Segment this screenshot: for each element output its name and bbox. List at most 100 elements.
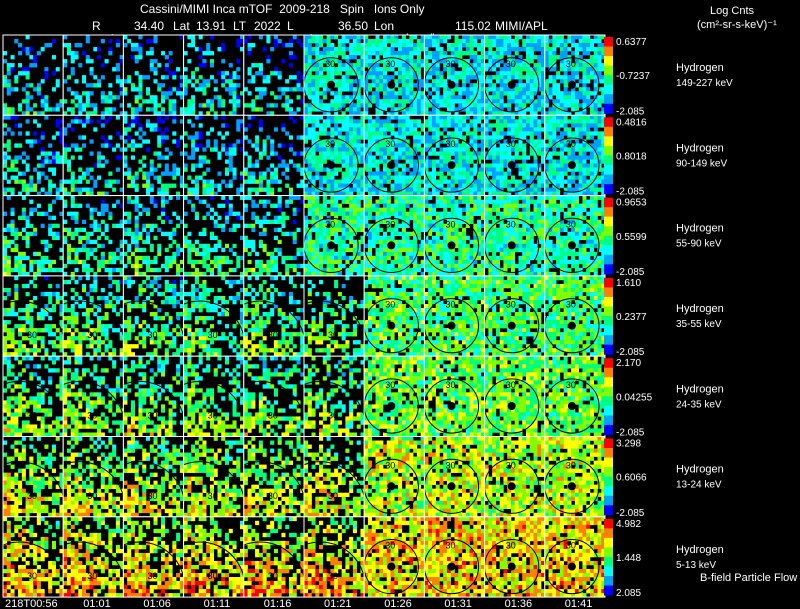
- image-pixel: [597, 59, 602, 64]
- image-pixel: [383, 103, 388, 108]
- image-pixel: [326, 87, 331, 92]
- image-pixel: [582, 191, 587, 196]
- image-pixel: [495, 171, 500, 176]
- image-pixel: [123, 155, 128, 160]
- image-pixel: [315, 115, 320, 120]
- image-pixel: [492, 107, 497, 112]
- image-pixel: [161, 155, 166, 160]
- image-pixel: [273, 227, 278, 233]
- image-pixel: [21, 263, 26, 269]
- image-pixel: [371, 83, 376, 88]
- image-pixel: [198, 175, 203, 180]
- image-pixel: [224, 71, 230, 76]
- image-pixel: [462, 123, 467, 128]
- image-pixel: [352, 39, 357, 44]
- image-pixel: [398, 215, 403, 220]
- image-pixel: [514, 63, 519, 68]
- image-pixel: [597, 187, 602, 192]
- image-pixel: [55, 67, 60, 72]
- image-pixel: [145, 231, 151, 237]
- image-pixel: [507, 95, 512, 100]
- image-pixel: [559, 51, 564, 56]
- image-pixel: [473, 67, 478, 72]
- image-pixel: [130, 115, 135, 120]
- image-pixel: [307, 95, 312, 100]
- image-pixel: [537, 143, 542, 148]
- image-pixel: [409, 39, 414, 44]
- image-pixel: [439, 55, 444, 60]
- image-pixel: [315, 63, 320, 68]
- image-pixel: [352, 79, 357, 84]
- image-pixel: [209, 207, 214, 212]
- image-pixel: [503, 83, 508, 88]
- image-pixel: [552, 135, 557, 140]
- image-pixel: [431, 87, 436, 92]
- image-pixel: [277, 199, 282, 204]
- image-pixel: [198, 163, 203, 168]
- image-pixel: [495, 191, 500, 196]
- image-pixel: [337, 71, 342, 76]
- image-pixel: [492, 151, 497, 156]
- image-pixel: [29, 267, 34, 273]
- image-pixel: [51, 87, 56, 92]
- image-pixel: [202, 187, 207, 192]
- image-pixel: [443, 115, 448, 120]
- image-pixel: [273, 103, 278, 108]
- image-pixel: [209, 63, 214, 68]
- image-pixel: [356, 199, 361, 204]
- image-pixel: [307, 231, 312, 237]
- image-pixel: [420, 155, 425, 160]
- image-pixel: [364, 51, 369, 56]
- image-pixel: [224, 159, 230, 164]
- image-pixel: [179, 75, 184, 80]
- image-pixel: [66, 259, 72, 265]
- image-pixel: [281, 123, 286, 128]
- image-pixel: [589, 183, 595, 188]
- image-pixel: [529, 71, 534, 76]
- image-pixel: [123, 159, 128, 164]
- image-pixel: [341, 175, 346, 180]
- image-pixel: [70, 127, 75, 132]
- planet-marker: [567, 80, 576, 89]
- image-pixel: [108, 95, 113, 100]
- image-pixel: [341, 35, 346, 40]
- image-pixel: [319, 43, 324, 48]
- image-pixel: [224, 167, 230, 172]
- image-pixel: [307, 195, 312, 200]
- image-pixel: [375, 127, 380, 132]
- image-pixel: [563, 159, 568, 164]
- image-pixel: [462, 183, 467, 188]
- image-pixel: [525, 131, 531, 136]
- image-pixel: [307, 247, 312, 253]
- image-pixel: [431, 175, 436, 180]
- image-pixel: [266, 59, 271, 64]
- image-pixel: [469, 99, 474, 104]
- image-pixel: [563, 75, 568, 80]
- image-pixel: [360, 263, 365, 269]
- image-pixel: [507, 55, 512, 60]
- image-pixel: [345, 135, 350, 140]
- image-pixel: [439, 131, 444, 136]
- image-pixel: [228, 227, 233, 233]
- image-pixel: [285, 175, 290, 180]
- image-pixel: [458, 143, 463, 148]
- image-pixel: [499, 87, 504, 92]
- image-pixel: [563, 43, 568, 48]
- image-pixel: [18, 123, 23, 128]
- image-pixel: [59, 119, 64, 124]
- image-pixel: [277, 207, 282, 212]
- image-pixel: [443, 79, 448, 84]
- image-pixel: [93, 239, 98, 245]
- image-pixel: [349, 191, 354, 196]
- image-pixel: [322, 179, 327, 184]
- image-pixel: [454, 127, 459, 132]
- image-pixel: [217, 263, 222, 269]
- image-pixel: [492, 75, 497, 80]
- image-pixel: [492, 59, 497, 64]
- image-pixel: [85, 91, 90, 96]
- image-pixel: [311, 223, 316, 229]
- image-pixel: [469, 87, 474, 92]
- image-pixel: [431, 159, 436, 164]
- image-pixel: [488, 55, 493, 60]
- image-pixel: [345, 139, 350, 144]
